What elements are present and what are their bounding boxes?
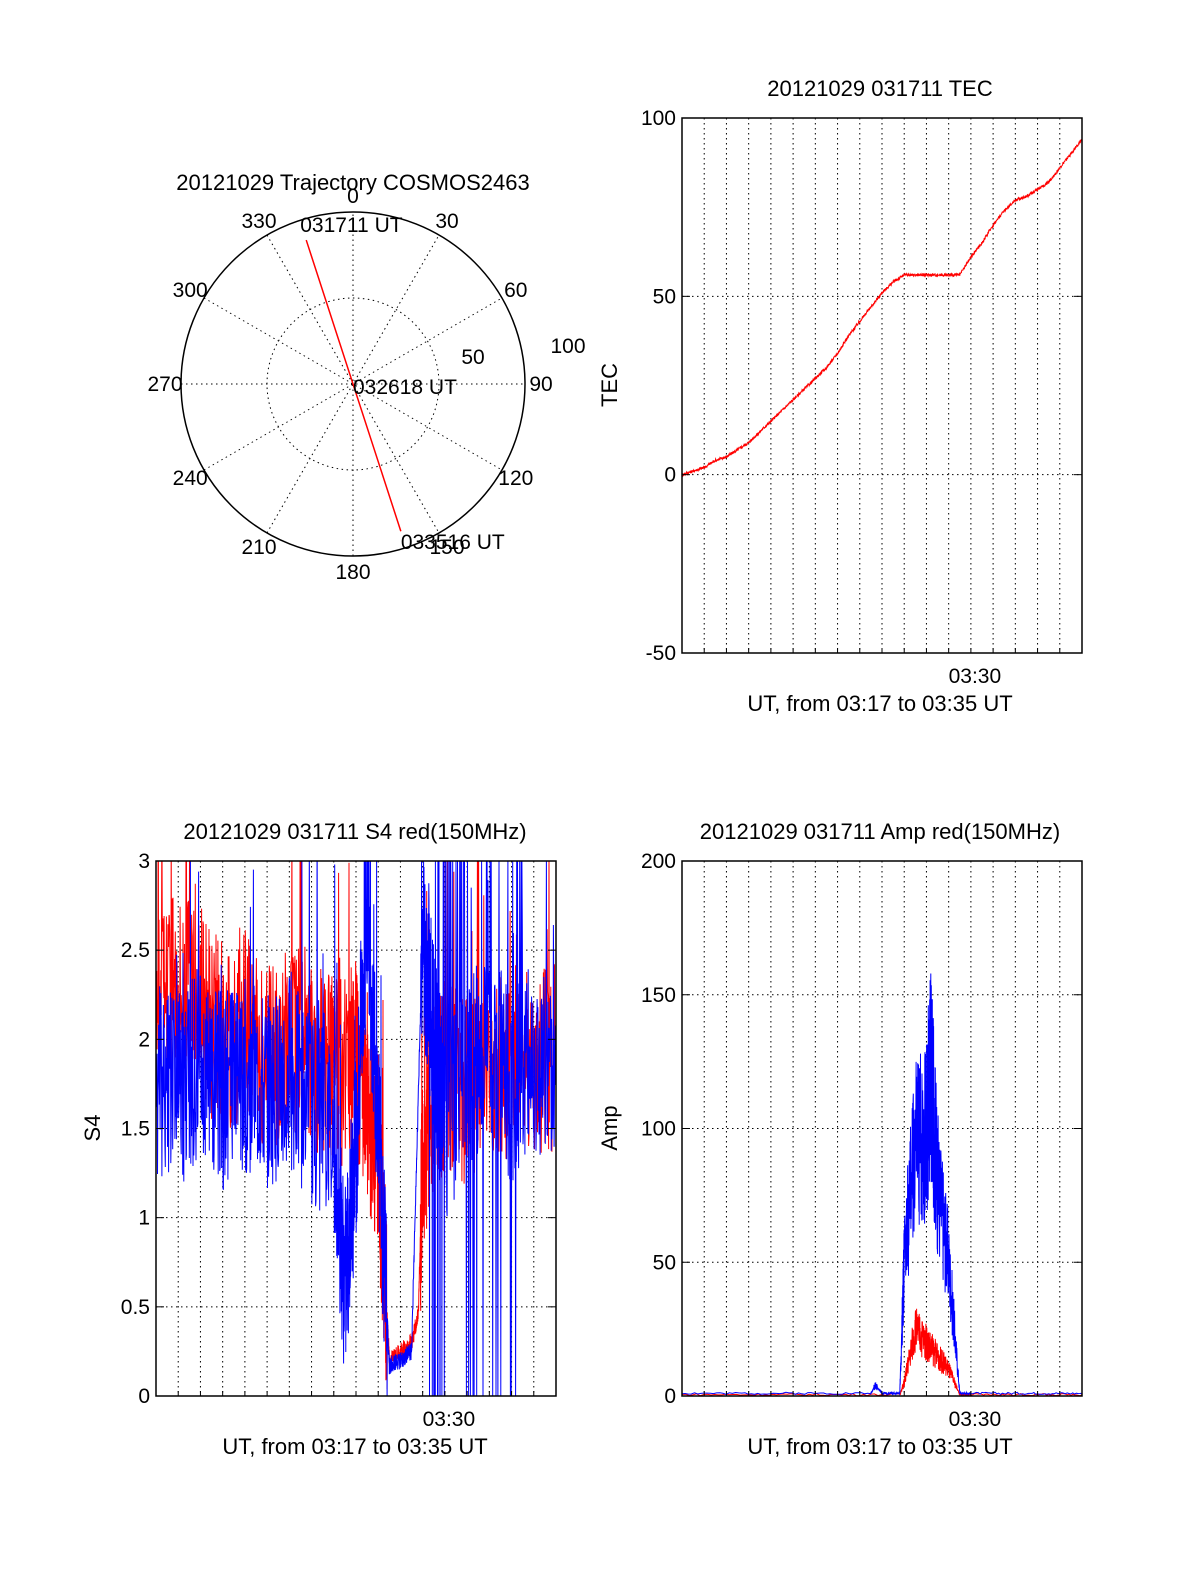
y-tick-label: 1 — [138, 1207, 150, 1230]
series-line — [682, 138, 1082, 478]
y-tick-label: 0.5 — [121, 1296, 150, 1319]
azimuth-label: 30 — [435, 210, 458, 233]
chart-title: 20121029 031711 TEC — [767, 76, 993, 101]
azimuth-label: 210 — [241, 536, 276, 559]
chart-title: 20121029 031711 Amp red(150MHz) — [700, 819, 1060, 844]
series-group — [682, 138, 1082, 478]
y-tick-label: 100 — [641, 1118, 676, 1141]
y-tick-label: 0 — [664, 464, 676, 487]
series-group — [156, 861, 556, 1396]
y-tick-label: 50 — [653, 285, 676, 308]
s4-panel: 20121029 031711 S4 red(150MHz) UT, from … — [80, 819, 557, 1459]
y-tick-label: 200 — [641, 850, 676, 873]
y-tick-label: 150 — [641, 984, 676, 1007]
polar-trajectory-panel: 20121029 Trajectory COSMOS2463 0 30 60 90 12… — [147, 170, 585, 584]
trajectory: 031711 UT 032618 UT 033516 UT — [300, 214, 505, 554]
y-tick-label: -50 — [646, 642, 676, 665]
azimuth-label: 0 — [347, 185, 359, 208]
azimuth-label: 300 — [173, 279, 208, 302]
trajectory-time-label: 031711 UT — [300, 214, 403, 237]
y-tick-label: 2 — [138, 1028, 150, 1051]
x-tick-label: 03:30 — [949, 1408, 1002, 1431]
azimuth-label: 120 — [498, 467, 533, 490]
trajectory-time-label: 033516 UT — [401, 531, 505, 554]
y-axis-label: S4 — [80, 1115, 105, 1142]
azimuth-label: 270 — [147, 373, 182, 396]
y-axis-label: TEC — [597, 363, 622, 407]
x-tick-label: 03:30 — [423, 1408, 476, 1431]
azimuth-label: 90 — [529, 373, 552, 396]
trajectory-time-label: 032618 UT — [353, 376, 457, 399]
y-tick-label: 0 — [664, 1385, 676, 1408]
trajectory-line — [305, 239, 402, 532]
radial-label: 50 — [461, 346, 484, 369]
chart-title: 20121029 Trajectory COSMOS2463 — [176, 170, 529, 195]
tec-panel: 20121029 031711 TEC UT, from 03:17 to 03… — [597, 76, 1083, 716]
y-tick-label: 50 — [653, 1251, 676, 1274]
y-tick-label: 0 — [138, 1385, 150, 1408]
polar-labels: 0 30 60 90 120 150 180 210 240 270 300 330 50 100 — [147, 185, 585, 584]
series-line — [156, 861, 556, 1396]
y-axis-label: Amp — [597, 1105, 622, 1150]
radial-label: 100 — [550, 335, 585, 358]
x-axis-label: UT, from 03:17 to 03:35 UT — [747, 691, 1012, 716]
polar-grid — [180, 211, 526, 557]
azimuth-label: 150 — [429, 536, 464, 559]
y-tick-label: 1.5 — [121, 1118, 150, 1141]
y-tick-label: 2.5 — [121, 939, 150, 962]
polar-inner-ring — [266, 297, 440, 471]
x-tick-label: 03:30 — [949, 665, 1002, 688]
y-tick-label: 3 — [138, 850, 150, 873]
chart-title: 20121029 031711 S4 red(150MHz) — [183, 819, 526, 844]
azimuth-label: 180 — [335, 561, 370, 584]
x-axis-label: UT, from 03:17 to 03:35 UT — [747, 1434, 1012, 1459]
azimuth-label: 240 — [173, 467, 208, 490]
grid — [682, 118, 1082, 653]
azimuth-label: 330 — [241, 210, 276, 233]
y-tick-label: 100 — [641, 107, 676, 130]
x-axis-label: UT, from 03:17 to 03:35 UT — [222, 1434, 487, 1459]
grid — [682, 861, 1082, 1396]
azimuth-label: 60 — [504, 279, 527, 302]
amp-panel: 20121029 031711 Amp red(150MHz) UT, from… — [597, 819, 1083, 1459]
series-line — [682, 973, 1082, 1396]
